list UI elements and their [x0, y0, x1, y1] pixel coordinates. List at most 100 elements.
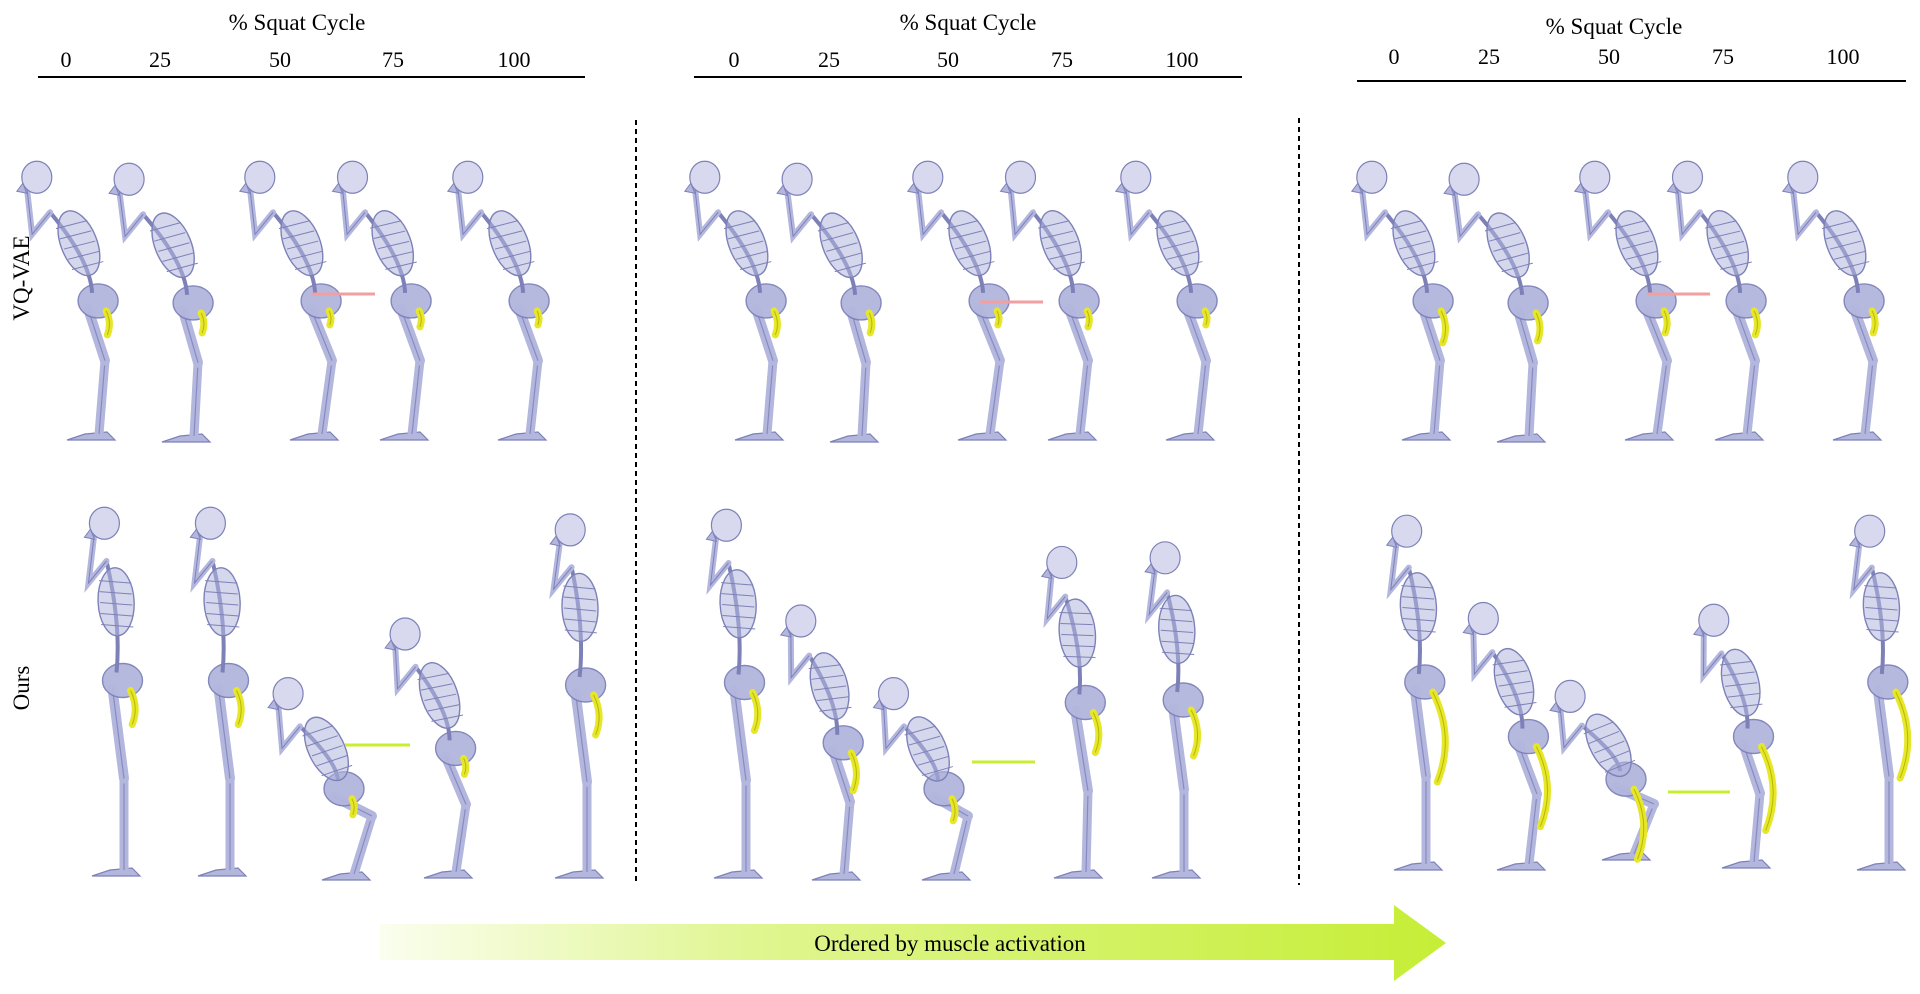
- rib: [830, 252, 862, 262]
- skeleton: [15, 160, 119, 441]
- skull: [877, 676, 910, 711]
- arm: [1674, 184, 1704, 242]
- rib: [1504, 701, 1537, 708]
- rib: [819, 706, 852, 712]
- skull: [1046, 545, 1078, 580]
- thigh-edge: [1172, 707, 1185, 790]
- jaw: [15, 182, 28, 194]
- jaw: [108, 184, 120, 196]
- rib: [814, 685, 847, 691]
- rib: [294, 261, 327, 271]
- rib: [1492, 659, 1525, 666]
- jaw: [384, 638, 396, 651]
- foot: [1714, 431, 1765, 441]
- muscle-edge: [1761, 746, 1774, 831]
- foot: [1401, 431, 1452, 441]
- tick-label: 75: [1712, 44, 1734, 69]
- shin-edge: [843, 801, 851, 875]
- thigh-edge: [182, 310, 199, 363]
- rib: [913, 745, 945, 756]
- rib: [99, 591, 132, 595]
- arm-edge: [1390, 541, 1410, 592]
- foot: [161, 433, 212, 443]
- skeleton: [446, 160, 550, 441]
- ribcage: [1823, 210, 1867, 277]
- rib: [722, 615, 755, 619]
- muscle-edge: [1440, 310, 1446, 344]
- thigh-edge: [1074, 710, 1089, 791]
- rib: [1497, 252, 1529, 262]
- muscle-edge: [1633, 788, 1645, 860]
- arm-edge: [1702, 630, 1722, 677]
- thigh-edge: [111, 688, 125, 779]
- arm-edge: [1792, 187, 1817, 236]
- muscle-edge: [1432, 691, 1446, 783]
- rib: [1394, 230, 1427, 240]
- ribcage: [1493, 647, 1535, 716]
- ribcage: [418, 662, 461, 729]
- pelvis: [1176, 283, 1218, 319]
- arm-edge: [1472, 628, 1493, 676]
- pelvis: [840, 285, 882, 321]
- skeleton: [267, 676, 377, 881]
- skull: [781, 162, 813, 196]
- rib: [1864, 596, 1898, 600]
- arm-edge: [277, 703, 301, 750]
- rib: [316, 755, 348, 767]
- pelvis: [1635, 283, 1677, 319]
- rib: [563, 607, 597, 612]
- ribcage: [1058, 598, 1097, 668]
- foot: [1151, 869, 1202, 879]
- jaw: [1781, 182, 1794, 194]
- rib: [71, 261, 104, 271]
- rib: [1588, 730, 1620, 744]
- skull: [912, 160, 944, 194]
- skeleton: [999, 160, 1100, 441]
- muscle-edge: [1086, 310, 1090, 328]
- pelvis: [1404, 664, 1446, 700]
- foot: [554, 869, 605, 879]
- arm-edge: [709, 535, 729, 587]
- skull: [1448, 162, 1480, 196]
- thigh-edge: [1877, 689, 1890, 777]
- skeleton: [1462, 601, 1551, 871]
- pelvis: [207, 662, 250, 699]
- axis-title: % Squat Cycle: [229, 10, 366, 35]
- tick-label: 25: [1478, 44, 1500, 69]
- jaw: [1114, 182, 1127, 194]
- skull: [554, 513, 586, 547]
- rib: [1821, 220, 1854, 230]
- foot: [1047, 431, 1098, 441]
- rib: [1049, 251, 1082, 260]
- tick-label: 100: [498, 47, 531, 72]
- pelvis: [1843, 283, 1885, 319]
- arrow-label: Ordered by muscle activation: [814, 931, 1086, 956]
- jaw: [1573, 182, 1586, 194]
- arm: [1007, 184, 1037, 242]
- rib: [917, 755, 949, 766]
- rib: [1045, 240, 1078, 250]
- thigh-edge: [575, 692, 588, 782]
- rib: [494, 240, 527, 250]
- shin-edge: [1746, 360, 1756, 435]
- ribcage: [1486, 212, 1530, 279]
- muscle-edge: [130, 690, 136, 725]
- rib: [381, 251, 414, 260]
- muscle-edge: [328, 310, 332, 326]
- rib: [1495, 670, 1528, 677]
- ribcage: [1706, 210, 1750, 277]
- rib: [502, 261, 535, 271]
- rib: [1402, 250, 1435, 260]
- ribcage: [948, 210, 992, 277]
- ribcage: [561, 572, 599, 643]
- skeleton: [1350, 160, 1454, 441]
- foot: [289, 431, 340, 441]
- rib: [1401, 596, 1435, 600]
- rib: [817, 221, 850, 232]
- rib: [1059, 612, 1092, 615]
- arm-edge: [1677, 187, 1701, 236]
- pelvis: [101, 662, 144, 699]
- shin-edge: [1528, 794, 1538, 865]
- rib: [99, 580, 132, 584]
